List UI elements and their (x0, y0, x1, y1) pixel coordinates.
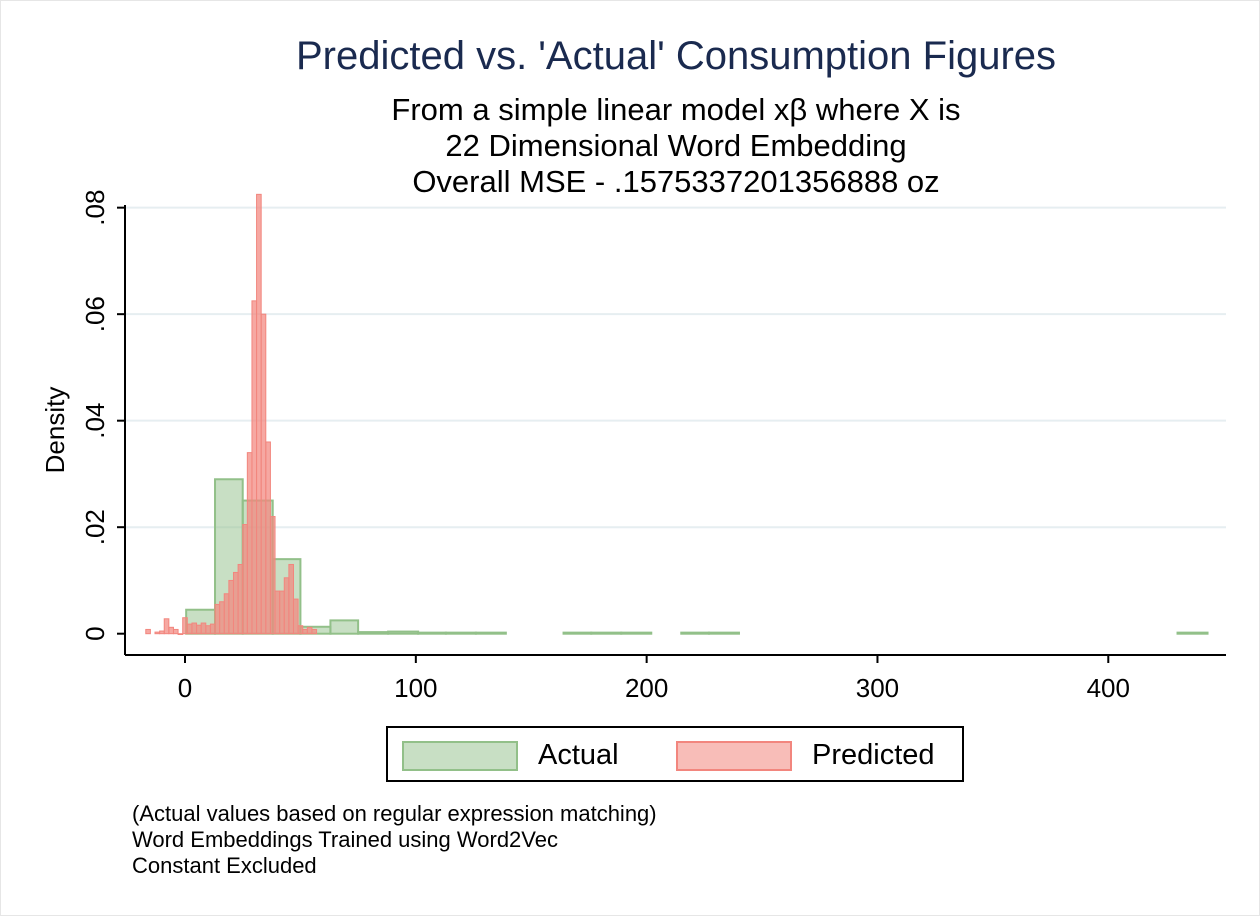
bar-actual-5 (329, 619, 360, 635)
bar-predicted-7 (182, 617, 188, 635)
gridlines (125, 206, 1226, 529)
y-tick-label-2: .04 (80, 403, 110, 439)
legend-label-predicted: Predicted (812, 739, 935, 771)
bar-predicted-29 (283, 577, 290, 635)
x-tick-label-2: 200 (625, 673, 668, 703)
bar-predicted-18 (232, 571, 239, 635)
bar-actual-7 (387, 630, 420, 635)
bar-predicted-1 (154, 631, 161, 635)
note-line-1: (Actual values based on regular expressi… (132, 801, 657, 826)
bar-predicted-25 (265, 441, 271, 635)
bar-predicted-30 (288, 563, 294, 635)
bar-predicted-28 (279, 590, 285, 635)
bar-predicted-24 (260, 313, 267, 635)
note-line-2: Word Embeddings Trained using Word2Vec (132, 827, 558, 852)
bar-predicted-35 (311, 628, 318, 635)
legend-key-actual (402, 741, 518, 771)
bar-actual-14 (680, 631, 710, 635)
chart-subtitle-line-1: From a simple linear model xβ where X is (391, 92, 961, 127)
bar-predicted-10 (196, 624, 202, 635)
bar-predicted-27 (274, 590, 281, 635)
bar-actual-6 (357, 631, 390, 635)
legend-key-predicted (676, 741, 792, 771)
bar-predicted-2 (159, 630, 165, 635)
bar-predicted-8 (186, 623, 193, 635)
bar-actual-8 (417, 631, 447, 635)
y-tick-label-1: .02 (80, 509, 110, 545)
bar-predicted-3 (163, 618, 170, 635)
bar-actual-12 (590, 631, 623, 635)
note-line-3: Constant Excluded (132, 853, 317, 878)
bar-actual-10 (474, 631, 507, 635)
bar-predicted-4 (168, 626, 174, 635)
axes: 0 .02 .04 .06 .08 0 100 200 300 400 (80, 190, 1226, 703)
legend: Actual Predicted (386, 726, 964, 782)
bar-actual-11 (562, 631, 593, 635)
chart-subtitle-line-2: 22 Dimensional Word Embedding (445, 128, 907, 163)
bar-predicted-33 (302, 628, 308, 635)
bar-predicted-21 (246, 452, 253, 635)
legend-label-actual: Actual (538, 739, 619, 771)
x-tick-label-0: 0 (178, 673, 192, 703)
predicted-series (145, 193, 318, 635)
bar-predicted-12 (205, 625, 211, 635)
bar-predicted-9 (191, 622, 198, 635)
bar-predicted-34 (306, 626, 313, 635)
y-tick-label-3: .06 (80, 296, 110, 332)
bar-predicted-6 (177, 633, 184, 635)
bar-predicted-22 (251, 300, 258, 635)
x-tick-label-4: 400 (1087, 673, 1130, 703)
bar-predicted-15 (219, 601, 225, 635)
x-tick-label-3: 300 (856, 673, 899, 703)
bar-predicted-32 (297, 625, 304, 635)
x-tick-label-1: 100 (394, 673, 437, 703)
y-tick-label-4: .08 (80, 190, 110, 226)
bar-predicted-13 (209, 623, 216, 635)
chart-subtitle-line-3: Overall MSE - .1575337201356888 oz (412, 164, 940, 199)
bar-predicted-14 (214, 603, 221, 635)
bar-actual-16 (1176, 631, 1209, 635)
bar-predicted-5 (172, 628, 179, 635)
bar-predicted-17 (228, 579, 234, 635)
bar-predicted-16 (223, 593, 230, 635)
bar-predicted-19 (237, 563, 244, 635)
actual-series (185, 478, 1209, 635)
y-tick-label-0: 0 (80, 626, 110, 640)
bar-predicted-20 (242, 524, 248, 635)
bar-predicted-23 (256, 193, 262, 635)
bar-predicted-11 (200, 622, 207, 635)
bar-actual-13 (620, 631, 653, 635)
bar-predicted-31 (292, 598, 299, 635)
bar-actual-9 (444, 631, 477, 635)
bar-predicted-26 (269, 516, 276, 635)
bar-actual-15 (707, 631, 740, 635)
y-axis-label: Density (40, 387, 70, 474)
bar-predicted-0 (145, 628, 151, 635)
chart-title: Predicted vs. 'Actual' Consumption Figur… (295, 34, 1057, 78)
